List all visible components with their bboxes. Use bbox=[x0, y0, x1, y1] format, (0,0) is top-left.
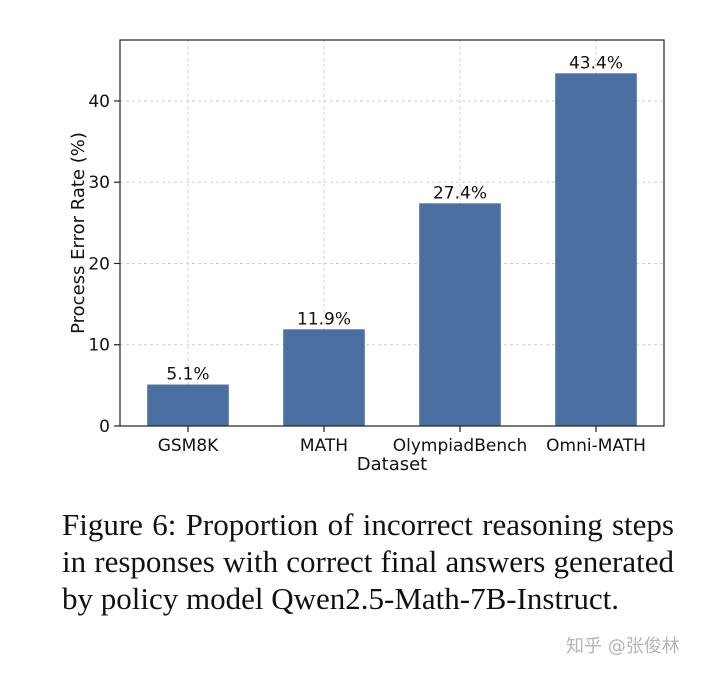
bar bbox=[419, 203, 501, 426]
x-tick-label: GSM8K bbox=[158, 436, 219, 456]
y-axis-ticks: 0 10 20 30 40 bbox=[88, 92, 120, 437]
bars bbox=[147, 73, 637, 426]
watermark: 知乎 @张俊林 bbox=[566, 636, 680, 657]
bar-value-label: 5.1% bbox=[166, 365, 209, 385]
x-tick-label: MATH bbox=[300, 436, 348, 456]
y-axis-label: Process Error Rate (%) bbox=[68, 132, 89, 334]
figure-caption: Figure 6: Proportion of incorrect reason… bbox=[62, 507, 674, 616]
bar bbox=[283, 329, 365, 426]
data-labels: 5.1% 11.9% 27.4% 43.4% bbox=[166, 53, 623, 384]
y-tick-label: 40 bbox=[88, 92, 110, 112]
bar-chart: 0 10 20 30 40 GSM8K MATH OlympiadBench Omni-MAT… bbox=[68, 39, 665, 475]
bar-value-label: 11.9% bbox=[297, 309, 351, 329]
x-axis-label: Dataset bbox=[357, 454, 428, 475]
x-tick-label: Omni-MATH bbox=[546, 436, 646, 456]
x-axis-ticks: GSM8K MATH OlympiadBench Omni-MATH bbox=[158, 426, 646, 456]
y-tick-label: 30 bbox=[88, 173, 110, 193]
plot-frame bbox=[119, 39, 665, 427]
bar-value-label: 27.4% bbox=[433, 183, 487, 203]
y-tick-label: 10 bbox=[88, 336, 110, 356]
bar bbox=[147, 384, 229, 426]
x-tick-label: OlympiadBench bbox=[393, 436, 527, 456]
y-tick-label: 20 bbox=[88, 254, 110, 274]
y-tick-label: 0 bbox=[99, 417, 110, 437]
bar-value-label: 43.4% bbox=[569, 53, 623, 73]
bar bbox=[555, 73, 637, 426]
